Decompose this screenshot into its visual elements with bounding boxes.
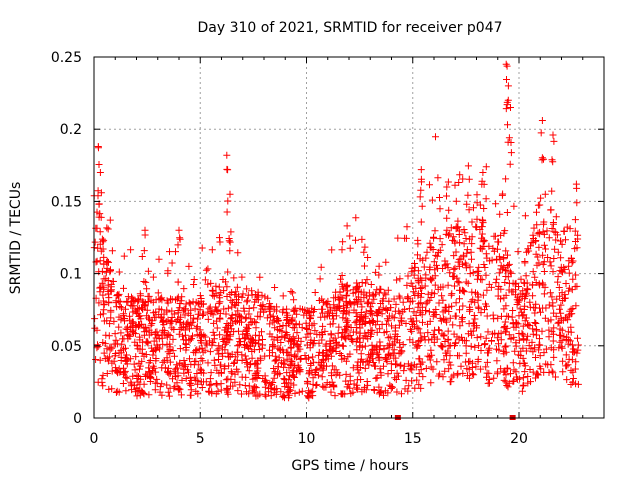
y-tick-label: 0.2 xyxy=(60,122,82,138)
x-tick-label: 20 xyxy=(510,431,528,447)
axis-ticks xyxy=(93,56,604,419)
data-points xyxy=(90,60,582,402)
y-tick-label: 0.05 xyxy=(51,339,82,355)
tick-labels: 0 5 10 15 20 0 0.05 0.1 0.15 0.2 0.25 xyxy=(51,50,528,447)
scatter-markers xyxy=(90,60,582,402)
grid xyxy=(94,57,604,418)
y-tick-label: 0 xyxy=(73,411,82,427)
x-tick-label: 15 xyxy=(404,431,422,447)
x-tick-label: 10 xyxy=(298,431,316,447)
x-tick-label: 0 xyxy=(90,431,99,447)
chart-title: Day 310 of 2021, SRMTID for receiver p04… xyxy=(197,20,502,36)
x-axis-label: GPS time / hours xyxy=(291,458,408,474)
y-tick-label: 0.25 xyxy=(51,50,82,66)
x-tick-label: 5 xyxy=(196,431,205,447)
y-axis-label: SRMTID / TECUs xyxy=(8,182,24,295)
y-tick-label: 0.1 xyxy=(60,267,82,283)
y-tick-label: 0.15 xyxy=(51,194,82,210)
